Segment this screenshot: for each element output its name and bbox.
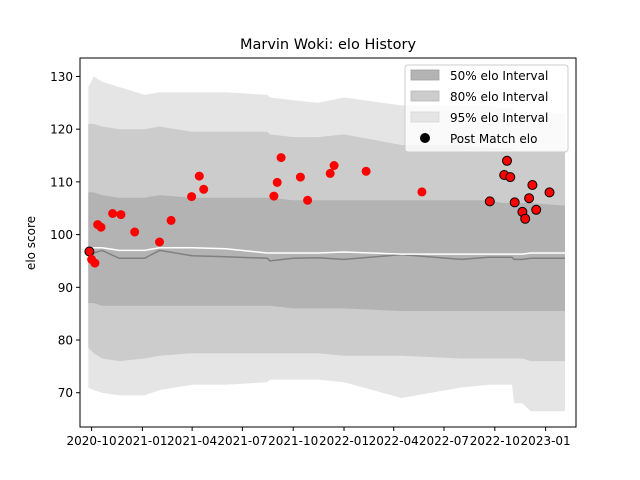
data-point <box>187 192 197 202</box>
y-tick-label: 100 <box>50 228 73 242</box>
data-point <box>155 237 164 247</box>
legend-swatch-80 <box>410 90 440 102</box>
x-tick-label: 2021-10 <box>268 434 318 448</box>
plot-area <box>84 76 566 412</box>
data-point <box>361 166 371 176</box>
x-tick-label: 2020-10 <box>67 434 117 448</box>
data-point <box>194 171 204 181</box>
data-point <box>276 153 286 163</box>
legend-marker-points <box>420 133 430 143</box>
data-point <box>527 180 538 190</box>
data-point <box>484 196 495 207</box>
data-point <box>531 204 542 215</box>
x-axis-ticks: 2020-10 2021-01 2021-04 2021-07 2021-10 2022-… <box>67 427 571 448</box>
y-tick-label: 80 <box>58 334 73 348</box>
data-point <box>199 184 209 194</box>
legend-label-95: 95% elo Interval <box>450 111 548 125</box>
data-point <box>329 161 339 170</box>
median-elo-line <box>88 249 565 262</box>
legend-box <box>404 64 569 153</box>
y-tick-label: 120 <box>50 123 73 137</box>
y-tick-label: 90 <box>58 281 73 295</box>
data-point <box>524 193 535 204</box>
data-point <box>325 168 335 178</box>
legend-label-80: 80% elo Interval <box>450 90 548 104</box>
data-point <box>90 258 100 268</box>
data-point <box>269 191 279 201</box>
legend-label-points: Post Match elo <box>450 132 537 146</box>
x-tick-label: 2021-07 <box>217 434 267 448</box>
x-tick-label: 2022-07 <box>419 434 469 448</box>
legend-label-50: 50% elo Interval <box>450 69 548 83</box>
axes-frame <box>79 57 577 428</box>
legend-swatch-50 <box>410 69 440 81</box>
data-point <box>84 246 95 257</box>
y-tick-label: 130 <box>50 70 73 84</box>
x-tick-label: 2022-01 <box>319 434 369 448</box>
post-match-points <box>84 153 555 268</box>
data-point <box>520 213 531 224</box>
legend: 50% elo Interval 80% elo Interval 95% el… <box>404 64 569 153</box>
data-point <box>96 222 106 232</box>
data-point <box>130 227 140 237</box>
data-point <box>417 187 427 197</box>
band-50-percent <box>88 192 566 311</box>
data-point <box>509 197 520 208</box>
x-tick-label: 2021-04 <box>167 434 217 448</box>
x-tick-label: 2022-10 <box>470 434 520 448</box>
y-axis-label: elo score <box>24 216 38 270</box>
data-point <box>303 195 313 205</box>
x-tick-label: 2022-04 <box>369 434 419 448</box>
data-point <box>502 155 512 166</box>
data-point <box>116 210 126 220</box>
y-tick-label: 110 <box>50 175 73 189</box>
y-axis-ticks: 70 80 90 100 110 120 130 <box>50 70 80 400</box>
data-point <box>505 172 516 183</box>
data-point <box>295 172 305 182</box>
data-point <box>108 209 118 218</box>
data-point <box>272 177 282 187</box>
x-tick-label: 2023-01 <box>521 434 571 448</box>
mean-elo-line <box>87 247 565 255</box>
x-tick-label: 2021-01 <box>117 434 167 448</box>
y-tick-label: 70 <box>58 386 73 400</box>
data-point <box>544 187 555 198</box>
chart-title: Marvin Woki: elo History <box>240 37 416 53</box>
data-point <box>166 215 176 225</box>
legend-swatch-95 <box>410 111 440 123</box>
